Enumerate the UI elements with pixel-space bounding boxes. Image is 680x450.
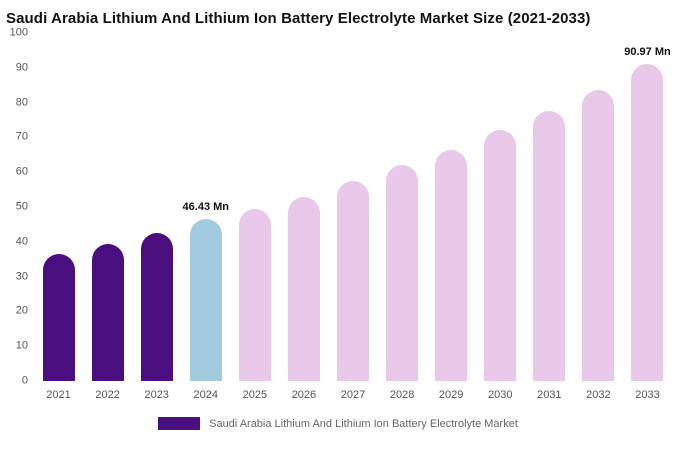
x-tick-label-2027: 2027 [340,389,366,401]
bar-column-2030 [476,33,525,381]
y-tick-label-60: 60 [15,165,28,178]
x-axis: 2021 2022 2023 2024 2025 2026 2027 2028 2029 2030… [34,381,672,401]
x-tick-label-2029: 2029 [438,389,464,401]
legend: Saudi Arabia Lithium And Lithium Ion Bat… [4,417,672,430]
bar-2027 [337,180,369,381]
chart-title: Saudi Arabia Lithium And Lithium Ion Bat… [6,10,591,27]
x-tick-label-2031: 2031 [537,389,562,401]
bar-2032 [582,90,615,381]
x-tick-label-2023: 2023 [144,389,169,401]
y-tick-label-100: 100 [9,26,28,39]
bar-2023 [140,233,173,381]
bar-2031 [533,111,566,381]
y-tick-label-10: 10 [15,339,28,352]
y-tick-label-0: 0 [21,374,28,387]
bar-2033 [631,64,664,381]
bar-2029 [435,149,468,381]
x-tick-label-2021: 2021 [46,389,71,401]
x-tick-label-2026: 2026 [291,389,317,401]
bar-2026 [287,196,320,381]
bar-column-2023 [132,33,181,381]
y-tick-label-30: 30 [15,270,28,283]
y-axis: 0 10 20 30 40 50 60 70 80 90 100 [4,27,34,386]
bar-column-2033: 90.97 Mn [623,33,672,381]
bar-2028 [386,165,419,381]
bar-column-2031 [525,33,574,381]
y-tick-label-50: 50 [15,200,28,213]
x-tick-label-2030: 2030 [488,389,513,401]
y-tick-label-80: 80 [15,96,28,109]
y-tick-label-90: 90 [15,61,28,74]
bar-2024 [189,219,222,381]
bar-column-2032 [574,33,623,381]
x-tick-label-2025: 2025 [242,389,268,401]
x-tick-label-2033: 2033 [635,389,660,401]
bar-value-label-2033: 90.97 Mn [624,46,671,59]
x-tick-label-2028: 2028 [389,389,415,401]
bar-2025 [238,208,271,381]
y-tick-label-20: 20 [15,304,28,317]
legend-label: Saudi Arabia Lithium And Lithium Ion Bat… [209,417,518,430]
y-tick-label-70: 70 [15,130,28,143]
x-tick-label-2022: 2022 [95,389,120,401]
bar-column-2025 [230,33,279,381]
x-tick-label-2032: 2032 [586,389,611,401]
bar-value-label-2024: 46.43 Mn [182,201,229,214]
bar-2030 [484,130,517,381]
bar-column-2028 [378,33,427,381]
bar-column-2022 [83,33,132,381]
bars-area: 46.43 Mn 90.97 Mn [34,33,672,381]
x-tick-label-2024: 2024 [193,389,219,401]
legend-swatch [158,417,201,430]
bar-column-2026 [279,33,328,381]
bar-column-2027 [328,33,377,381]
bar-column-2024: 46.43 Mn [181,33,230,381]
plot-area: 0 10 20 30 40 50 60 70 80 90 100 46.43 Mn 90.97 Mn [4,27,672,386]
bar-2021 [42,253,75,381]
bar-2022 [91,243,124,381]
y-tick-label-40: 40 [15,235,28,248]
bar-column-2021 [34,33,83,381]
bar-column-2029 [427,33,476,381]
